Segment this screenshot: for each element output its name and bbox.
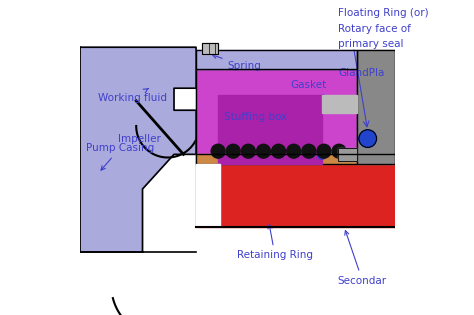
Bar xyxy=(338,148,357,161)
Circle shape xyxy=(302,144,316,158)
Bar xyxy=(357,50,394,164)
Text: Secondar: Secondar xyxy=(338,231,387,285)
Bar xyxy=(196,164,219,227)
Polygon shape xyxy=(80,47,196,252)
Text: Rotary face of: Rotary face of xyxy=(338,24,410,33)
Text: Working fluid: Working fluid xyxy=(99,89,167,103)
Text: primary seal: primary seal xyxy=(338,39,403,49)
Bar xyxy=(357,50,394,164)
Bar xyxy=(196,69,357,164)
Text: Gasket: Gasket xyxy=(291,80,335,102)
Text: Retaining Ring: Retaining Ring xyxy=(237,225,313,260)
Bar xyxy=(196,50,357,69)
Circle shape xyxy=(226,144,240,158)
Text: Pump Casing: Pump Casing xyxy=(86,143,154,170)
Text: GlandPla: GlandPla xyxy=(338,68,384,77)
Bar xyxy=(196,164,401,227)
Text: Impeller: Impeller xyxy=(118,134,161,144)
Circle shape xyxy=(211,144,225,158)
Circle shape xyxy=(256,144,270,158)
Bar xyxy=(196,69,357,164)
Bar xyxy=(196,154,401,164)
Bar xyxy=(218,94,322,164)
Bar xyxy=(202,43,218,54)
Bar xyxy=(338,148,357,161)
Circle shape xyxy=(317,150,327,159)
Text: Floating Ring (or): Floating Ring (or) xyxy=(338,8,428,18)
Circle shape xyxy=(317,144,331,158)
Circle shape xyxy=(272,144,285,158)
Circle shape xyxy=(241,144,255,158)
Circle shape xyxy=(359,130,376,147)
Text: Spring: Spring xyxy=(212,54,262,71)
Text: Stuffing box: Stuffing box xyxy=(224,112,287,122)
Polygon shape xyxy=(322,94,357,113)
Bar xyxy=(196,50,357,69)
Bar xyxy=(202,43,218,54)
Circle shape xyxy=(287,144,301,158)
Circle shape xyxy=(332,144,346,158)
